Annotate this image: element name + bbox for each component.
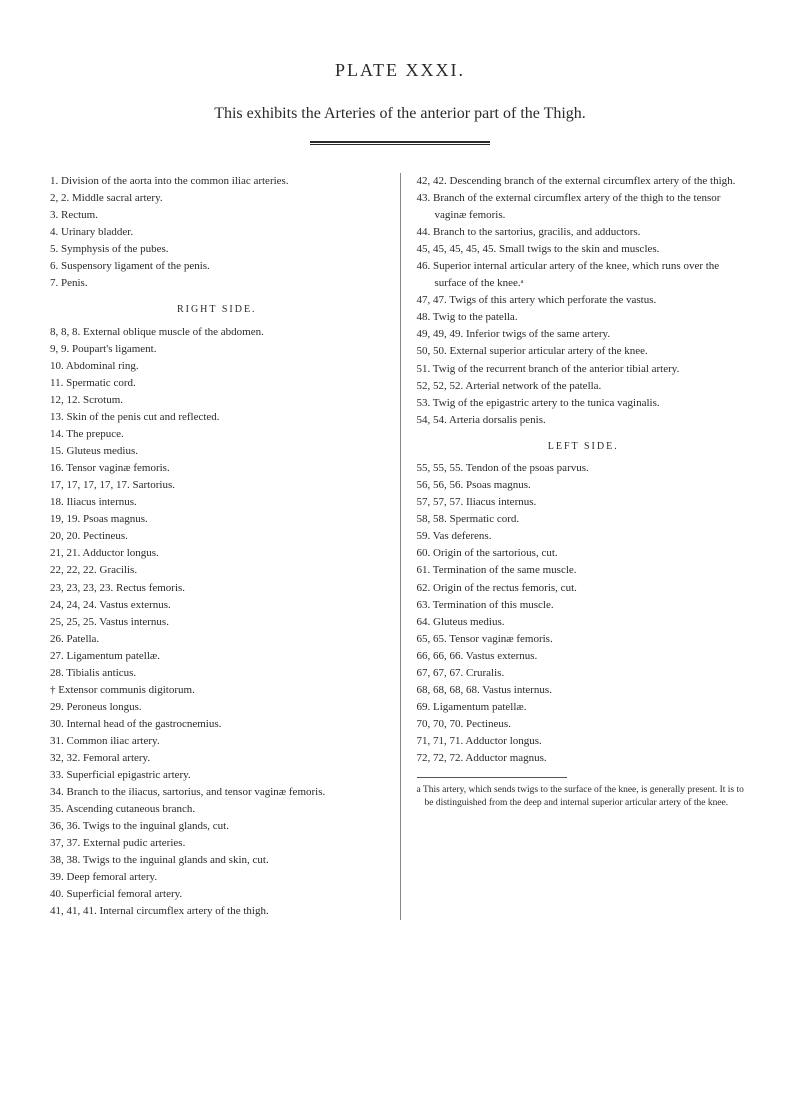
list-entry: 11. Spermatic cord. [50,375,384,392]
list-entry: 31. Common iliac artery. [50,733,384,750]
list-entry: 42, 42. Descending branch of the externa… [417,173,751,190]
list-entry: 50, 50. External superior articular arte… [417,343,751,360]
list-entry: 36, 36. Twigs to the inguinal glands, cu… [50,818,384,835]
list-entry: 6. Suspensory ligament of the penis. [50,258,384,275]
list-entry: 30. Internal head of the gastrocnemius. [50,716,384,733]
list-entry: 33. Superficial epigastric artery. [50,767,384,784]
footnote-separator [417,777,567,778]
list-entry: 63. Termination of this muscle. [417,597,751,614]
list-entry: 43. Branch of the external circumflex ar… [417,190,751,224]
list-entry: 38, 38. Twigs to the inguinal glands and… [50,852,384,869]
list-entry: 9, 9. Poupart's ligament. [50,341,384,358]
list-entry: 23, 23, 23, 23. Rectus femoris. [50,580,384,597]
footnote: a This artery, which sends twigs to the … [417,784,751,811]
list-entry: 5. Symphysis of the pubes. [50,241,384,258]
list-entry: 32, 32. Femoral artery. [50,750,384,767]
list-entry: 18. Iliacus internus. [50,494,384,511]
list-entry: 54, 54. Arteria dorsalis penis. [417,412,751,429]
left-column: 1. Division of the aorta into the common… [50,173,384,920]
list-entry: 67, 67, 67. Cruralis. [417,665,751,682]
list-entry: 72, 72, 72. Adductor magnus. [417,750,751,767]
list-entry: 57, 57, 57. Iliacus internus. [417,494,751,511]
list-entry: 47, 47. Twigs of this artery which perfo… [417,292,751,309]
list-entry: 20, 20. Pectineus. [50,528,384,545]
list-entry: 26. Patella. [50,631,384,648]
list-entry: 25, 25, 25. Vastus internus. [50,614,384,631]
list-entry: 1. Division of the aorta into the common… [50,173,384,190]
list-entry: 69. Ligamentum patellæ. [417,699,751,716]
list-entry: 68, 68, 68, 68. Vastus internus. [417,682,751,699]
list-entry: 2, 2. Middle sacral artery. [50,190,384,207]
plate-title: PLATE XXXI. [50,60,750,81]
list-entry: 46. Superior internal articular artery o… [417,258,751,292]
section-heading: LEFT SIDE. [417,439,751,455]
list-entry: 62. Origin of the rectus femoris, cut. [417,580,751,597]
column-separator [400,173,401,920]
list-entry: 56, 56, 56. Psoas magnus. [417,477,751,494]
list-entry: 17, 17, 17, 17, 17. Sartorius. [50,477,384,494]
list-entry: 3. Rectum. [50,207,384,224]
list-entry: 19, 19. Psoas magnus. [50,511,384,528]
list-entry: 44. Branch to the sartorius, gracilis, a… [417,224,751,241]
list-entry: 51. Twig of the recurrent branch of the … [417,361,751,378]
section-heading: RIGHT SIDE. [50,302,384,318]
list-entry: 13. Skin of the penis cut and reflected. [50,409,384,426]
list-entry: 49, 49, 49. Inferior twigs of the same a… [417,326,751,343]
list-entry: 14. The prepuce. [50,426,384,443]
list-entry: 28. Tibialis anticus. [50,665,384,682]
list-entry: † Extensor communis digitorum. [50,682,384,699]
list-entry: 22, 22, 22. Gracilis. [50,562,384,579]
list-entry: 70, 70, 70. Pectineus. [417,716,751,733]
list-entry: 15. Gluteus medius. [50,443,384,460]
list-entry: 55, 55, 55. Tendon of the psoas parvus. [417,460,751,477]
plate-subtitle: This exhibits the Arteries of the anteri… [50,105,750,123]
list-entry: 59. Vas deferens. [417,528,751,545]
list-entry: 34. Branch to the iliacus, sartorius, an… [50,784,384,801]
list-entry: 37, 37. External pudic arteries. [50,835,384,852]
list-entry: 29. Peroneus longus. [50,699,384,716]
list-entry: 27. Ligamentum patellæ. [50,648,384,665]
list-entry: 8, 8, 8. External oblique muscle of the … [50,324,384,341]
list-entry: 60. Origin of the sartorious, cut. [417,545,751,562]
list-entry: 52, 52, 52. Arterial network of the pate… [417,378,751,395]
list-entry: 10. Abdominal ring. [50,358,384,375]
list-entry: 24, 24, 24. Vastus externus. [50,597,384,614]
list-entry: 4. Urinary bladder. [50,224,384,241]
list-entry: 41, 41, 41. Internal circumflex artery o… [50,903,384,920]
list-entry: 65, 65. Tensor vaginæ femoris. [417,631,751,648]
list-entry: 12, 12. Scrotum. [50,392,384,409]
title-divider [310,141,490,145]
list-entry: 61. Termination of the same muscle. [417,562,751,579]
list-entry: 35. Ascending cutaneous branch. [50,801,384,818]
list-entry: 71, 71, 71. Adductor longus. [417,733,751,750]
list-entry: 48. Twig to the patella. [417,309,751,326]
list-entry: 64. Gluteus medius. [417,614,751,631]
right-column: 42, 42. Descending branch of the externa… [417,173,751,920]
list-entry: 16. Tensor vaginæ femoris. [50,460,384,477]
list-entry: 21, 21. Adductor longus. [50,545,384,562]
content-columns: 1. Division of the aorta into the common… [50,173,750,920]
list-entry: 7. Penis. [50,275,384,292]
list-entry: 45, 45, 45, 45, 45. Small twigs to the s… [417,241,751,258]
list-entry: 58, 58. Spermatic cord. [417,511,751,528]
list-entry: 40. Superficial femoral artery. [50,886,384,903]
list-entry: 39. Deep femoral artery. [50,869,384,886]
list-entry: 53. Twig of the epigastric artery to the… [417,395,751,412]
list-entry: 66, 66, 66. Vastus externus. [417,648,751,665]
